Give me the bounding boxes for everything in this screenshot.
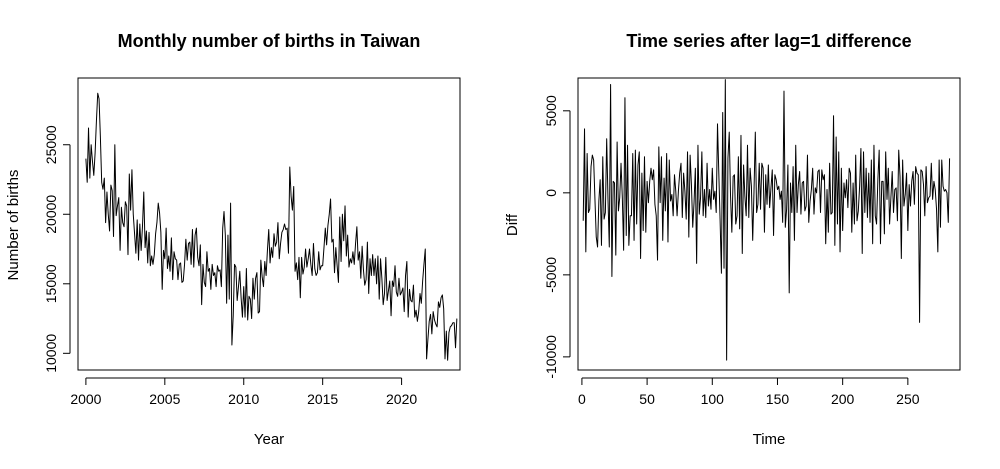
x-axis-label: Year bbox=[254, 431, 284, 448]
x-axis: 2000 2005 2010 2015 2020 bbox=[70, 377, 417, 407]
chart-title: Time series after lag=1 difference bbox=[626, 31, 911, 51]
series-line bbox=[85, 92, 458, 361]
y-tick-label: 0 bbox=[543, 189, 559, 197]
y-axis: -10000 -5000 0 5000 bbox=[543, 95, 571, 379]
x-tick-label: 100 bbox=[701, 391, 725, 407]
plot-frame bbox=[77, 77, 461, 371]
x-tick-label: 2010 bbox=[228, 391, 259, 407]
plot-frame bbox=[577, 77, 961, 371]
x-tick-label: 2020 bbox=[386, 391, 417, 407]
x-tick-label: 50 bbox=[639, 391, 655, 407]
x-tick-label: 2005 bbox=[149, 391, 180, 407]
x-tick-label: 250 bbox=[896, 391, 920, 407]
x-tick-label: 2000 bbox=[70, 391, 101, 407]
y-tick-label: 5000 bbox=[543, 95, 559, 126]
x-tick-label: 2015 bbox=[307, 391, 338, 407]
x-axis: 0 50 100 150 200 250 bbox=[578, 377, 920, 407]
series-group bbox=[582, 79, 951, 361]
chart-title: Monthly number of births in Taiwan bbox=[118, 31, 421, 51]
y-axis-label: Number of births bbox=[5, 170, 22, 281]
y-axis-label: Diff bbox=[504, 213, 521, 236]
x-tick-label: 0 bbox=[578, 391, 586, 407]
diff-chart: Time series after lag=1 difference Time … bbox=[504, 31, 961, 448]
x-axis-label: Time bbox=[753, 431, 786, 448]
y-tick-label: 10000 bbox=[43, 334, 59, 373]
series-line bbox=[582, 79, 951, 361]
series-group bbox=[85, 92, 458, 361]
y-tick-label: 25000 bbox=[43, 125, 59, 164]
y-tick-label: 15000 bbox=[43, 264, 59, 303]
y-tick-label: -5000 bbox=[543, 257, 559, 293]
y-tick-label: -10000 bbox=[543, 335, 559, 379]
x-tick-label: 150 bbox=[766, 391, 790, 407]
y-tick-label: 20000 bbox=[43, 195, 59, 234]
x-tick-label: 200 bbox=[831, 391, 855, 407]
y-axis: 10000 15000 20000 25000 bbox=[43, 125, 71, 373]
births-chart: Monthly number of births in Taiwan Year … bbox=[5, 31, 461, 448]
